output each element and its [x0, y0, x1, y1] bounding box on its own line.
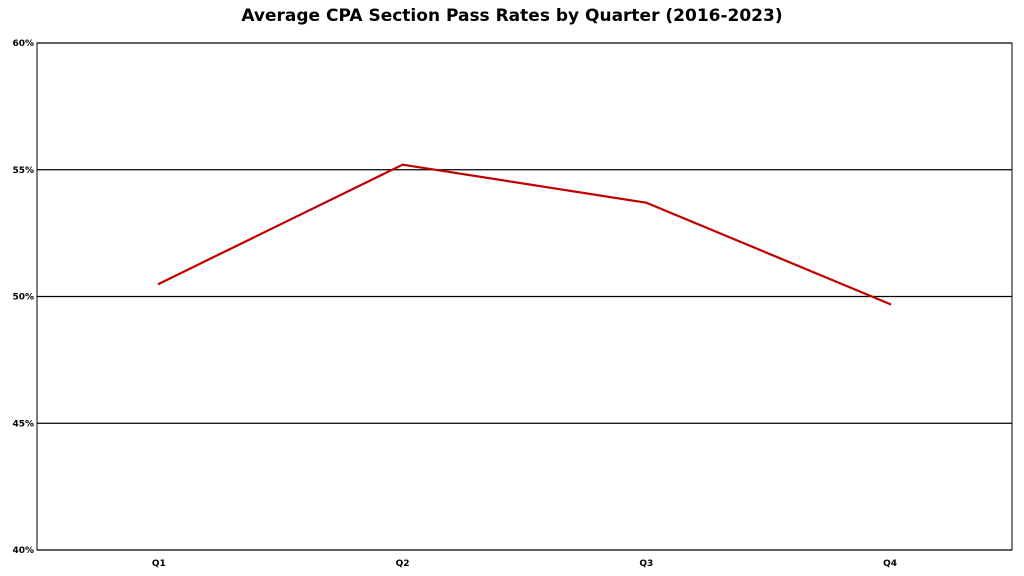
data-point — [889, 303, 892, 306]
chart-title: Average CPA Section Pass Rates by Quarte… — [241, 6, 783, 26]
x-tick-labels: Q1 Q2 Q3 Q4 — [152, 559, 897, 569]
y-tick-label: 45% — [12, 419, 34, 429]
y-tick-labels: 40% 45% 50% 55% 60% — [12, 39, 34, 556]
series-lines — [157, 163, 892, 306]
axes — [36, 42, 1013, 551]
gridlines — [37, 42, 1012, 551]
data-point — [401, 163, 404, 166]
x-tick-label: Q3 — [639, 559, 653, 569]
x-tick-label: Q1 — [152, 559, 166, 569]
data-point — [157, 282, 160, 285]
data-point — [645, 201, 648, 204]
x-tick-label: Q4 — [883, 559, 897, 569]
y-tick-label: 40% — [12, 546, 34, 556]
x-tick-label: Q2 — [396, 559, 410, 569]
y-tick-label: 55% — [12, 166, 34, 176]
plot-frame — [36, 42, 1013, 551]
series-line — [157, 163, 892, 306]
y-tick-label: 60% — [12, 39, 34, 49]
y-tick-label: 50% — [12, 293, 34, 303]
